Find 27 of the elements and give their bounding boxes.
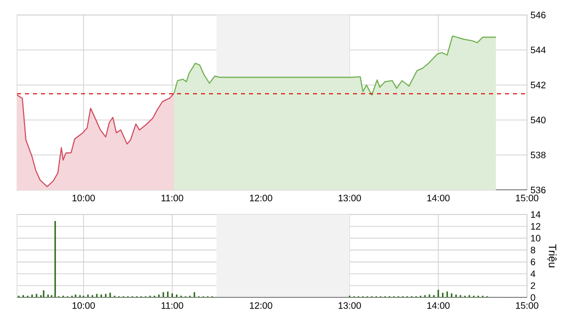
y-tick-label: 2 xyxy=(530,282,536,289)
x-tick-label: 13:00 xyxy=(338,194,361,202)
x-tick-label: 10:00 xyxy=(72,194,95,202)
x-tick-label: 14:00 xyxy=(427,302,450,309)
y-tick-label: 0 xyxy=(530,294,536,301)
y-tick-label: 10 xyxy=(531,234,540,242)
y-tick-label: 536 xyxy=(530,186,546,194)
x-tick-label: 12:00 xyxy=(250,302,272,309)
x-tick-label: 11:00 xyxy=(162,302,184,309)
x-tick-label: 12:00 xyxy=(250,194,272,202)
x-tick-label: 10:00 xyxy=(72,302,95,309)
y-tick-label: 12 xyxy=(531,223,540,230)
y-tick-label: 544 xyxy=(530,46,546,54)
y-axis-title: Triệu xyxy=(547,244,557,268)
x-tick-label: 15:00 xyxy=(516,194,538,202)
x-tick-label: 13:00 xyxy=(338,302,361,309)
y-tick-label: 8 xyxy=(530,246,536,254)
y-tick-label: 538 xyxy=(530,152,546,158)
y-tick-label: 4 xyxy=(530,270,536,277)
x-tick-label: 11:00 xyxy=(162,194,184,202)
y-tick-label: 540 xyxy=(530,116,546,124)
y-tick-label: 546 xyxy=(530,12,546,18)
x-tick-label: 15:00 xyxy=(516,302,538,309)
y-tick-label: 14 xyxy=(531,211,540,218)
x-tick-label: 14:00 xyxy=(427,194,450,202)
y-tick-label: 6 xyxy=(530,258,536,266)
y-tick-label: 542 xyxy=(530,82,546,88)
